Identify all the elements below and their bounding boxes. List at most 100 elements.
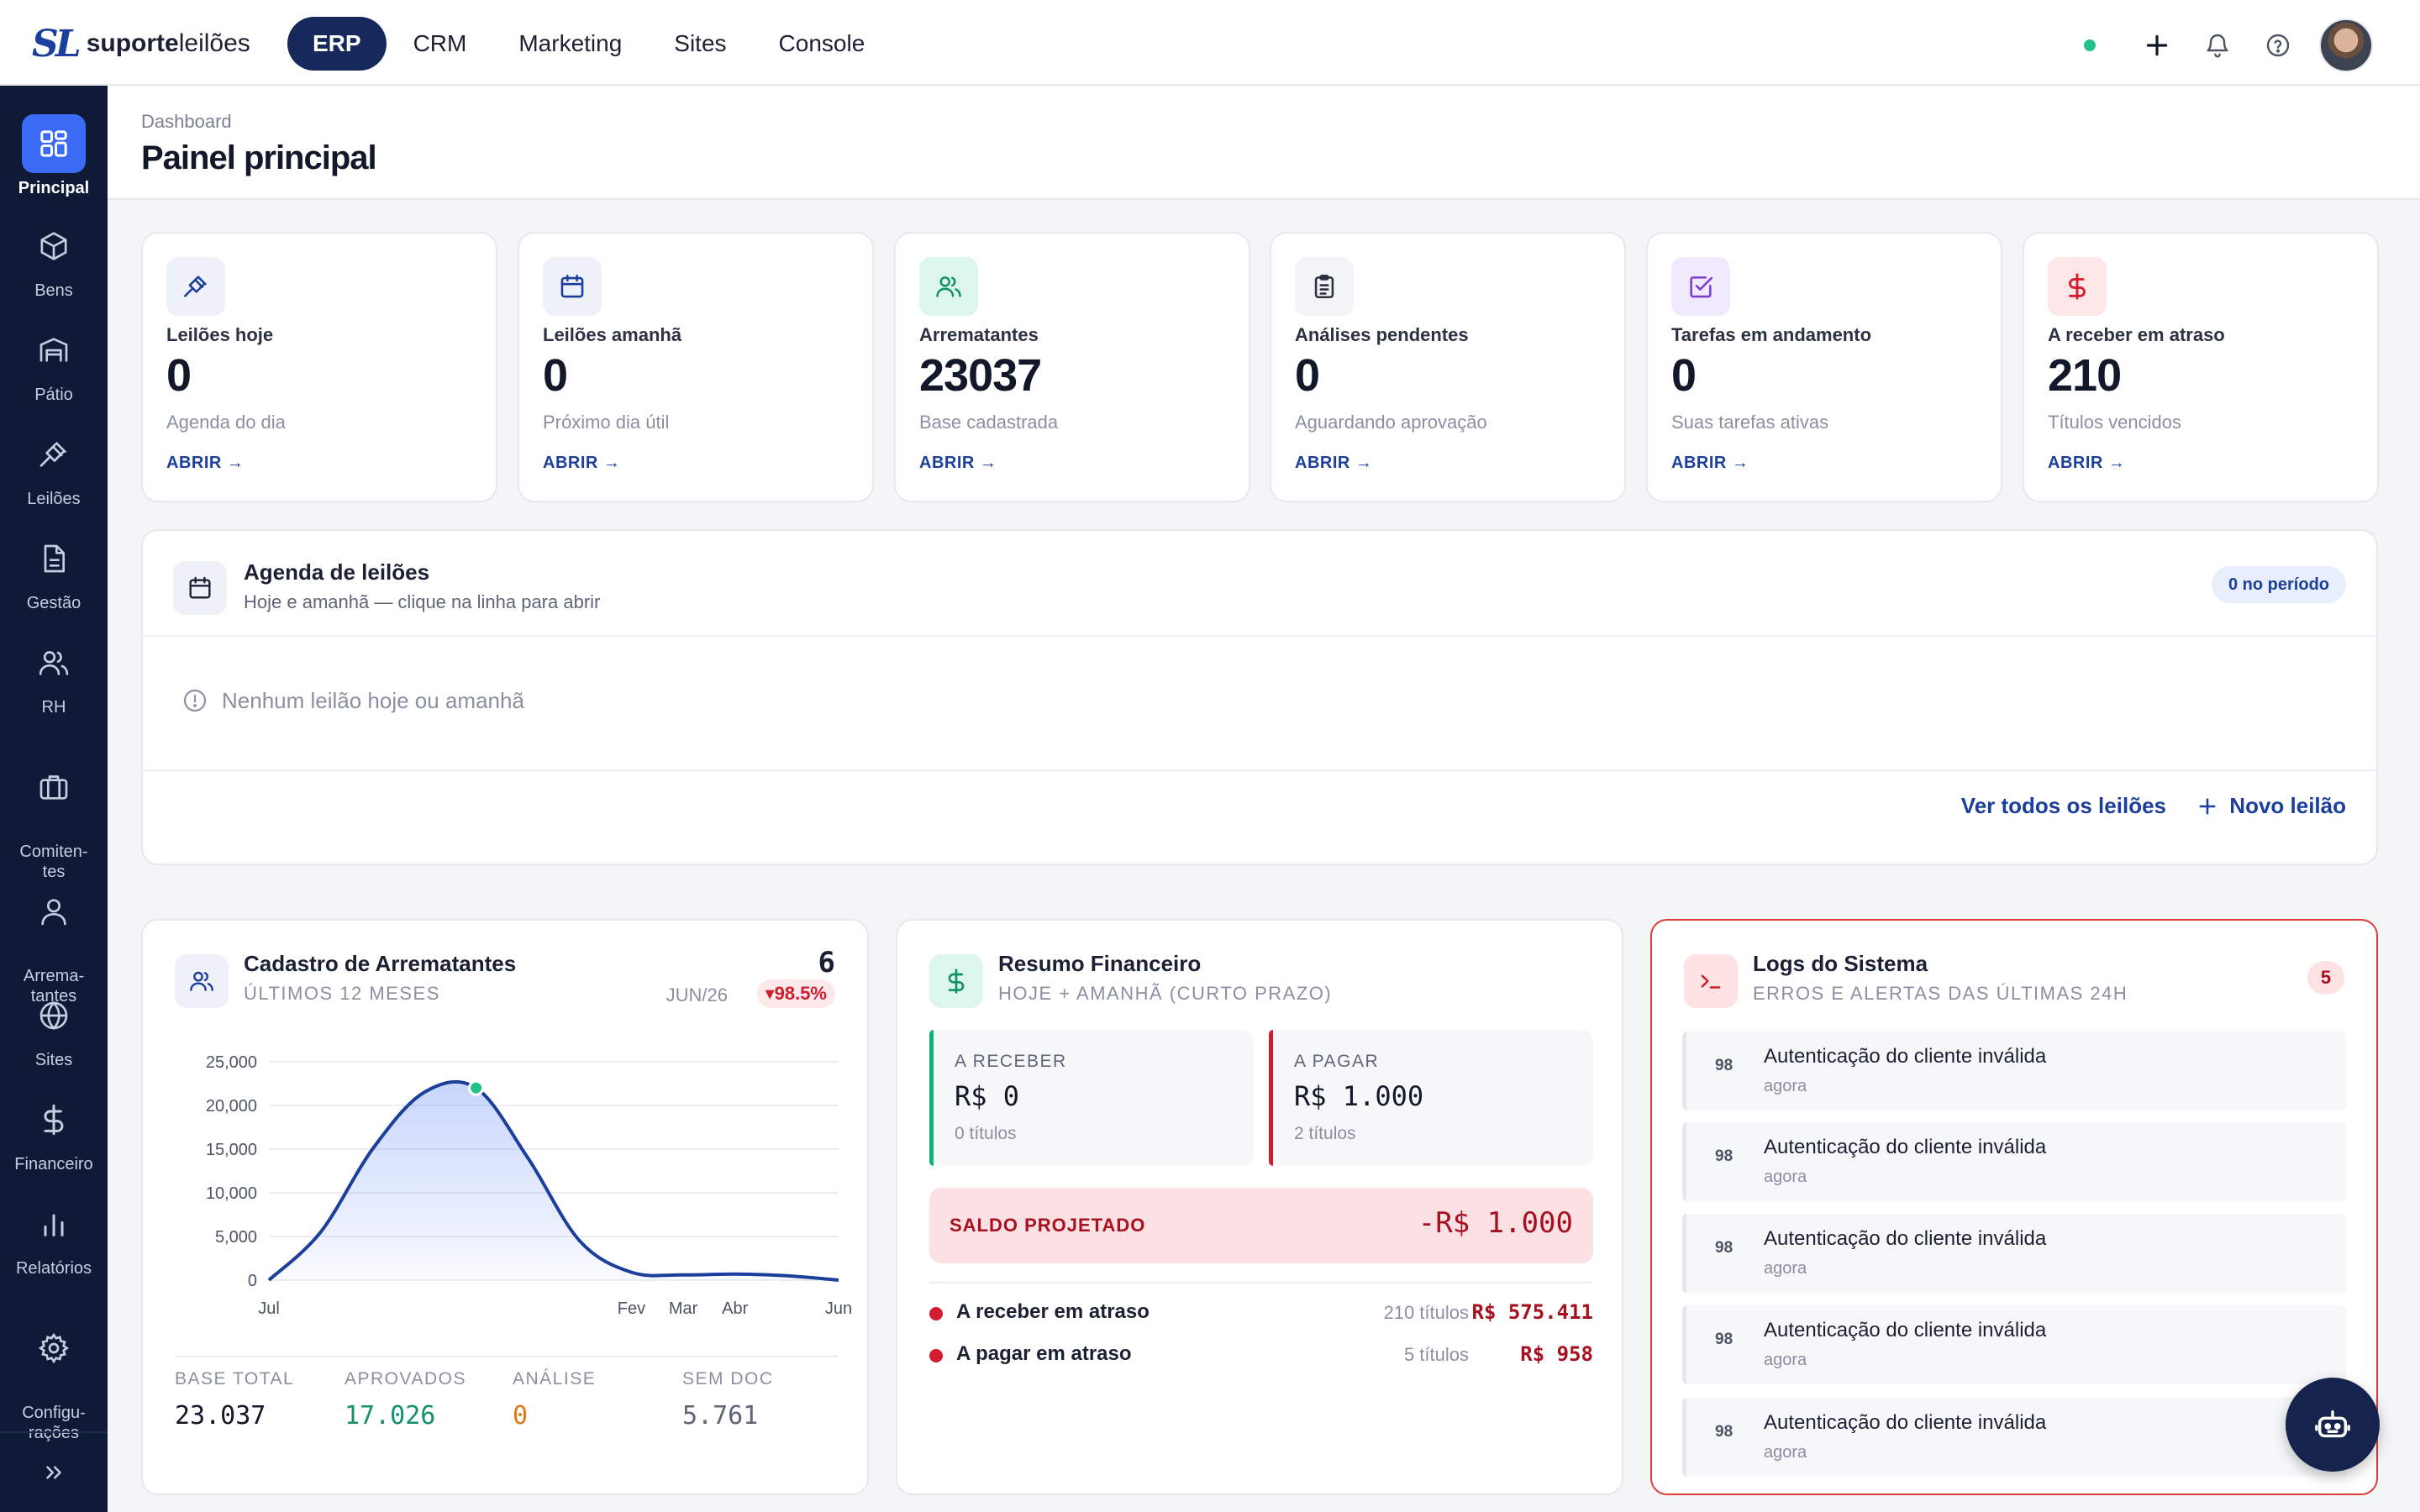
box-subtitle: 2 títulos	[1294, 1124, 1356, 1143]
stat-open-link[interactable]: ABRIR →	[2048, 454, 2126, 472]
plus-icon[interactable]	[2138, 26, 2176, 65]
sidebar-item-relatorios[interactable]: Relatórios	[0, 1194, 108, 1278]
stat-open-link[interactable]: ABRIR →	[919, 454, 997, 472]
sidebar-item-rh[interactable]: RH	[0, 633, 108, 717]
agenda-empty-state: Nenhum leilão hoje ou amanhã	[182, 687, 524, 714]
user-icon	[22, 882, 86, 941]
log-message: Autenticação do cliente inválida	[1764, 1136, 2047, 1158]
nav-sites[interactable]: Sites	[674, 30, 727, 56]
dollar-icon	[2048, 257, 2107, 316]
stat-value: 0	[543, 350, 568, 401]
x-tick-label: Fev	[618, 1299, 645, 1318]
stat-card-arrematantes[interactable]: Arrematantes 23037 Base cadastrada ABRIR…	[894, 232, 1250, 502]
log-code: 98	[1715, 1423, 1733, 1441]
log-code: 98	[1715, 1147, 1733, 1165]
sidebar-item-sites[interactable]: Sites	[0, 986, 108, 1070]
row-value: R$ 575.411	[1471, 1300, 1594, 1324]
sidebar-item-principal[interactable]: Principal	[0, 114, 108, 198]
sidebar-item-leiloes[interactable]: Leilões	[0, 425, 108, 509]
payable-box[interactable]: A PAGAR R$ 1.000 2 títulos	[1269, 1030, 1593, 1166]
stat-label: Leilões amanhã	[543, 324, 682, 345]
stat-value: 17.026	[345, 1401, 436, 1431]
log-time: agora	[1764, 1443, 1807, 1462]
nav-marketing[interactable]: Marketing	[518, 30, 623, 56]
sidebar-item-label: Configu- rações	[22, 1404, 86, 1442]
stat-card-analises[interactable]: Análises pendentes 0 Aguardando aprovaçã…	[1270, 232, 1626, 502]
brand-mark: SL	[32, 22, 82, 66]
stat-label: A receber em atraso	[2048, 324, 2225, 345]
assistant-bot-button[interactable]	[2286, 1378, 2380, 1472]
clipboard-icon	[1295, 257, 1354, 316]
sidebar-item-comitentes[interactable]: Comiten- tes	[0, 738, 108, 902]
x-tick-label: Jun	[825, 1299, 852, 1318]
log-item[interactable]: 98 Autenticação do cliente inválida agor…	[1682, 1305, 2346, 1384]
stat-open-link[interactable]: ABRIR →	[543, 454, 621, 472]
overdue-receivable-row[interactable]: A receber em atraso 210 títulos R$ 575.4…	[929, 1295, 1593, 1329]
nav-console[interactable]: Console	[778, 30, 865, 56]
sidebar-item-label: Comiten- tes	[19, 843, 88, 881]
stat-analise: ANÁLISE 0	[513, 1369, 596, 1431]
agenda-empty-text: Nenhum leilão hoje ou amanhã	[222, 687, 524, 713]
box-value: R$ 1.000	[1294, 1080, 1424, 1112]
sidebar-item-arrematantes[interactable]: Arrema- tantes	[0, 862, 108, 1026]
receivable-box[interactable]: A RECEBER R$ 0 0 títulos	[929, 1030, 1254, 1166]
bar-chart-icon	[22, 1194, 86, 1253]
bell-icon[interactable]	[2198, 26, 2237, 65]
log-item[interactable]: 98 Autenticação do cliente inválida agor…	[1682, 1398, 2346, 1477]
divider	[143, 635, 2376, 637]
month-period: JUN/26	[666, 984, 728, 1005]
stat-subtitle: Agenda do dia	[166, 412, 286, 433]
help-icon[interactable]	[2259, 26, 2297, 65]
breadcrumb[interactable]: Dashboard	[141, 111, 232, 132]
agenda-card: Agenda de leilões Hoje e amanhã — clique…	[141, 529, 2378, 865]
new-auction-button[interactable]: Novo leilão	[2196, 793, 2346, 819]
sidebar-item-bens[interactable]: Bens	[0, 217, 108, 301]
divider	[929, 1282, 1593, 1284]
sidebar-item-configuracoes[interactable]: Configu- rações	[0, 1299, 108, 1463]
stat-card-receber-atraso[interactable]: A receber em atraso 210 Títulos vencidos…	[2023, 232, 2379, 502]
financeiro-panel: Resumo Financeiro HOJE + AMANHÃ (CURTO P…	[896, 919, 1623, 1495]
row-label: A receber em atraso	[956, 1300, 1150, 1323]
overdue-payable-row[interactable]: A pagar em atraso 5 títulos R$ 958	[929, 1337, 1593, 1371]
y-tick-label: 5,000	[215, 1228, 257, 1247]
stat-open-link[interactable]: ABRIR →	[166, 454, 245, 472]
panel-title: Resumo Financeiro	[998, 951, 1202, 976]
accent-bar	[929, 1030, 934, 1166]
nav-erp[interactable]: ERP	[287, 17, 387, 71]
status-dot	[929, 1349, 943, 1362]
dollar-icon	[22, 1090, 86, 1149]
user-avatar[interactable]	[2319, 18, 2373, 72]
calendar-icon	[543, 257, 602, 316]
users-icon	[919, 257, 978, 316]
highlight-point	[468, 1079, 485, 1096]
nav-crm[interactable]: CRM	[413, 30, 467, 56]
main-nav: ERP CRM Marketing Sites Console	[287, 17, 892, 71]
stat-card-leiloes-hoje[interactable]: Leilões hoje 0 Agenda do dia ABRIR →	[141, 232, 497, 502]
projected-balance: SALDO PROJETADO -R$ 1.000	[929, 1188, 1593, 1263]
sidebar-item-gestao[interactable]: Gestão	[0, 529, 108, 613]
stat-card-tarefas[interactable]: Tarefas em andamento 0 Suas tarefas ativ…	[1646, 232, 2002, 502]
stat-label: Leilões hoje	[166, 324, 274, 345]
sidebar-expand-button[interactable]	[0, 1431, 108, 1512]
log-item[interactable]: 98 Autenticação do cliente inválida agor…	[1682, 1122, 2346, 1201]
panel-subtitle: ÚLTIMOS 12 MESES	[244, 983, 440, 1004]
series-area	[269, 1081, 839, 1280]
brand-logo[interactable]: SL suporteleilões	[32, 22, 250, 66]
stat-card-leiloes-amanha[interactable]: Leilões amanhã 0 Próximo dia útil ABRIR …	[518, 232, 874, 502]
check-square-icon	[1671, 257, 1730, 316]
row-value: R$ 958	[1520, 1342, 1593, 1366]
y-tick-label: 15,000	[206, 1141, 257, 1159]
stat-label: BASE TOTAL	[175, 1369, 295, 1389]
sidebar-item-label: Relatórios	[15, 1259, 92, 1278]
brand-name: suporteleilões	[86, 29, 250, 57]
stat-open-link[interactable]: ABRIR →	[1295, 454, 1373, 472]
view-all-auctions-link[interactable]: Ver todos os leilões	[1960, 793, 2166, 818]
log-item[interactable]: 98 Autenticação do cliente inválida agor…	[1682, 1032, 2346, 1110]
log-code: 98	[1715, 1239, 1733, 1257]
sidebar-item-patio[interactable]: Pátio	[0, 321, 108, 405]
stat-open-link[interactable]: ABRIR →	[1671, 454, 1749, 472]
stat-subtitle: Suas tarefas ativas	[1671, 412, 1829, 433]
sidebar-item-label: Principal	[18, 179, 90, 197]
log-item[interactable]: 98 Autenticação do cliente inválida agor…	[1682, 1214, 2346, 1293]
sidebar-item-financeiro[interactable]: Financeiro	[0, 1090, 108, 1174]
